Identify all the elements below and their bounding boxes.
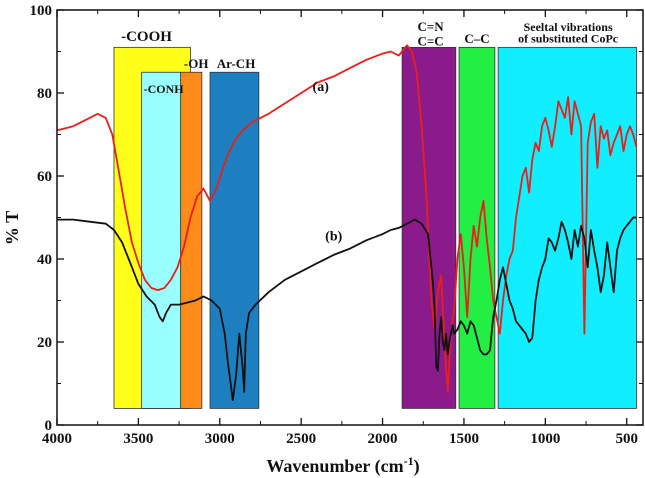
y-tick-label-0: 0	[45, 418, 53, 434]
band-conh	[141, 71, 182, 409]
x-tick-label-4000: 4000	[42, 431, 72, 447]
y-tick-label-40: 40	[37, 252, 52, 268]
x-axis-title-main: Wavenumber (cm	[266, 456, 403, 477]
band-ar-ch	[209, 71, 260, 409]
band-regions	[113, 46, 637, 409]
x-tick-label-1500: 1500	[449, 431, 479, 447]
x-axis-title-superscript: -1	[404, 454, 414, 468]
band-label-ar-ch: Ar-CH	[217, 56, 256, 71]
series-line-a	[56, 44, 638, 393]
band-label-seeltal-vibrations: Seeltal vibrations	[524, 20, 613, 34]
x-tick-label-3500: 3500	[123, 431, 153, 447]
band-label-c-c: C=C	[417, 33, 443, 48]
y-tick-label-60: 60	[37, 169, 52, 185]
band-label-c-c: C–C	[464, 31, 489, 46]
annotation-labels: -COOH -CONH -OH Ar-CH C=NC=C C–C Seeltal vibra…	[121, 19, 619, 245]
series-label-b: (b)	[325, 229, 342, 244]
band-label-conh: -CONH	[144, 82, 185, 96]
x-tick-label-500: 500	[615, 431, 638, 447]
axes: 4000 3500 3000 2500 2000 1500 1000 500 0 20 40 60 80…	[30, 3, 644, 447]
y-tick-label-100: 100	[30, 3, 53, 19]
y-axis-title: % T	[2, 211, 22, 245]
band-label-oh: -OH	[184, 56, 209, 71]
series-line-b	[57, 216, 637, 402]
spectra-series	[56, 44, 638, 402]
x-tick-label-2000: 2000	[368, 431, 398, 447]
x-tick-label-3000: 3000	[205, 431, 235, 447]
band-c-c	[458, 46, 496, 409]
x-axis-title: Wavenumber (cm-1)	[266, 454, 419, 477]
band-oh	[180, 71, 203, 409]
x-tick-label-2500: 2500	[286, 431, 316, 447]
band-label-c-n: C=N	[417, 19, 444, 34]
y-tick-label-20: 20	[37, 335, 52, 351]
x-axis-title-close: )	[414, 456, 420, 477]
y-tick-label-80: 80	[37, 86, 52, 102]
series-label-a: (a)	[313, 80, 330, 95]
x-tick-label-1000: 1000	[530, 431, 560, 447]
band-label-of-substituted-copc: of substituted CoPc	[518, 31, 619, 45]
band-label-cooh: -COOH	[121, 29, 172, 45]
